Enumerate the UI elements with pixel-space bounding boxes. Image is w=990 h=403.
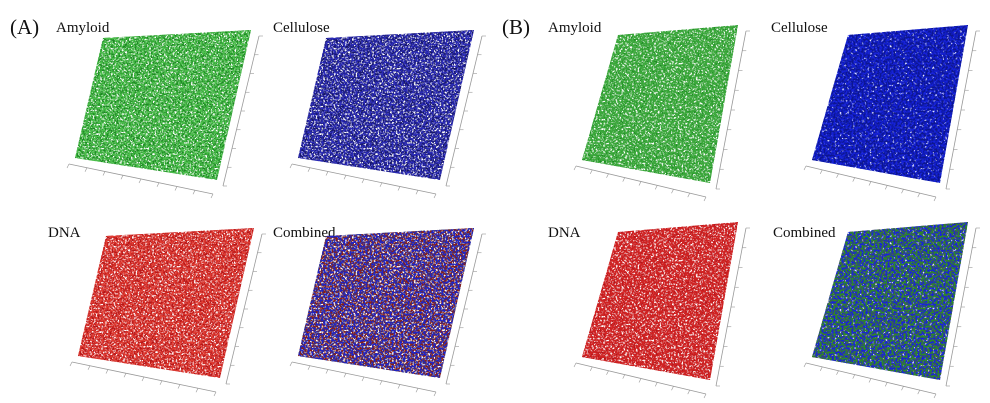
- stack-volume: [78, 228, 254, 378]
- axis-tick: [902, 386, 904, 390]
- image-label: Cellulose: [771, 20, 828, 36]
- axis-tick: [416, 190, 418, 194]
- microscopy-image: [804, 222, 980, 398]
- axis-tick: [308, 168, 310, 172]
- axis-tick: [178, 385, 180, 389]
- axis-tick: [142, 377, 144, 381]
- microscopy-image: [574, 25, 750, 201]
- stack-volume: [582, 25, 738, 183]
- axis-tick: [124, 373, 126, 377]
- axis-tick: [672, 189, 674, 193]
- stack-volume: [298, 228, 474, 378]
- axis-tick: [885, 382, 887, 386]
- axis-tick: [416, 388, 418, 392]
- axis-tick: [853, 375, 855, 379]
- axis-tick: [820, 170, 822, 174]
- axis-tick: [639, 379, 641, 383]
- axis-tick: [820, 367, 822, 371]
- axis-tick: [157, 183, 159, 187]
- axis-tick: [885, 185, 887, 189]
- axis-tick: [688, 390, 690, 394]
- axis-tick: [193, 190, 195, 194]
- microscopy-image: [70, 228, 266, 396]
- axis-tick: [704, 197, 706, 201]
- axis-tick: [88, 366, 90, 370]
- axis-tick: [918, 390, 920, 394]
- image-label: Amyloid: [548, 20, 602, 36]
- microscopy-image: [67, 30, 263, 198]
- axis-tick: [103, 172, 105, 176]
- axis-tick: [574, 166, 576, 170]
- axis-tick: [67, 164, 69, 168]
- axis-tick: [655, 382, 657, 386]
- axis-tick: [655, 185, 657, 189]
- axis-tick: [175, 187, 177, 191]
- axis-tick: [639, 182, 641, 186]
- axis-tick: [672, 386, 674, 390]
- axis-tick: [380, 381, 382, 385]
- axis-tick: [70, 362, 72, 366]
- axis-tick: [398, 385, 400, 389]
- axis-tick: [196, 388, 198, 392]
- panel-label: (A): [10, 15, 39, 39]
- microscopy-image: [290, 30, 486, 198]
- axis-tick: [590, 170, 592, 174]
- stack-volume: [298, 30, 474, 180]
- image-label: Cellulose: [273, 20, 330, 36]
- axis-tick: [934, 197, 936, 201]
- axis-tick: [85, 168, 87, 172]
- axis-tick: [398, 187, 400, 191]
- axis-tick: [934, 394, 936, 398]
- image-label: Combined: [773, 225, 836, 241]
- axis-tick: [688, 193, 690, 197]
- stack-volume: [812, 222, 968, 380]
- axis-tick: [326, 370, 328, 374]
- axis-tick: [121, 175, 123, 179]
- stack-volume: [582, 222, 738, 380]
- axis-tick: [290, 164, 292, 168]
- axis-tick: [308, 366, 310, 370]
- axis-tick: [290, 362, 292, 366]
- stack-volume: [75, 30, 251, 180]
- axis-tick: [869, 379, 871, 383]
- axis-tick: [837, 371, 839, 375]
- axis-tick: [362, 377, 364, 381]
- axis-tick: [804, 363, 806, 367]
- axis-tick: [590, 367, 592, 371]
- axis-tick: [607, 174, 609, 178]
- axis-tick: [139, 179, 141, 183]
- axis-tick: [869, 182, 871, 186]
- image-label: DNA: [48, 225, 81, 241]
- image-label: Amyloid: [56, 20, 110, 36]
- axis-tick: [623, 178, 625, 182]
- axis-tick: [918, 193, 920, 197]
- stack-volume: [812, 25, 968, 183]
- axis-tick: [106, 370, 108, 374]
- axis-tick: [434, 194, 436, 198]
- figure: (A) Amyloid Cellulose DNA Combined (B) A…: [0, 0, 990, 403]
- axis-tick: [837, 174, 839, 178]
- microscopy-image: [574, 222, 750, 398]
- axis-tick: [623, 375, 625, 379]
- axis-tick: [902, 189, 904, 193]
- axis-tick: [704, 394, 706, 398]
- microscopy-image: [290, 228, 486, 396]
- image-label: DNA: [548, 225, 581, 241]
- microscopy-image: [804, 25, 980, 201]
- axis-tick: [326, 172, 328, 176]
- axis-tick: [380, 183, 382, 187]
- axis-tick: [211, 194, 213, 198]
- axis-tick: [853, 178, 855, 182]
- axis-tick: [160, 381, 162, 385]
- axis-tick: [344, 373, 346, 377]
- panel-label: (B): [502, 15, 530, 39]
- axis-tick: [362, 179, 364, 183]
- axis-tick: [804, 166, 806, 170]
- axis-tick: [434, 392, 436, 396]
- axis-tick: [214, 392, 216, 396]
- axis-tick: [607, 371, 609, 375]
- axis-tick: [574, 363, 576, 367]
- axis-tick: [344, 175, 346, 179]
